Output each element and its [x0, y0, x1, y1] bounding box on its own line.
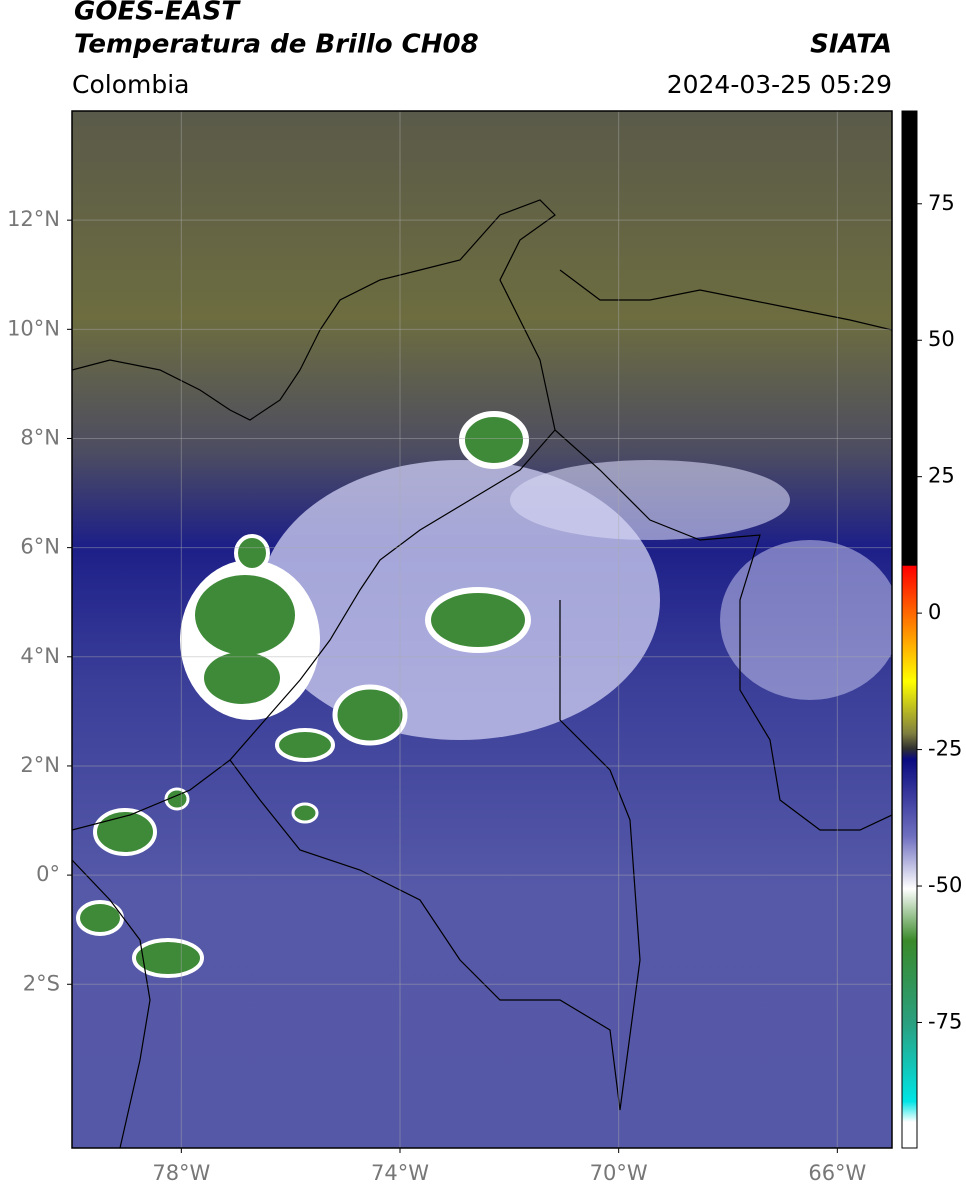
border [554, 429, 892, 831]
product-title: Temperatura de Brillo CH08 [74, 30, 479, 60]
colorbar-tick-label: 0 [928, 600, 941, 624]
y-tick-label: 12°N [7, 207, 60, 231]
cold-cloud [195, 575, 295, 655]
y-tick-label: 2°S [23, 971, 60, 995]
cold-cloud [275, 728, 335, 762]
x-tick-label: 78°W [152, 1161, 210, 1185]
y-tick-label: 8°N [20, 425, 60, 449]
colorbar [901, 110, 918, 1149]
cold-cloud [93, 808, 157, 856]
coastline [72, 199, 556, 831]
cold-cloud [332, 684, 408, 746]
coastline [559, 269, 892, 331]
x-tick-label: 70°W [590, 1161, 648, 1185]
y-tick-label: 6°N [20, 535, 60, 559]
graticule [72, 111, 892, 1148]
cloud-region [720, 540, 892, 700]
region: Colombia [72, 70, 189, 99]
colorbar-tick-label: 50 [928, 327, 955, 351]
coastline [72, 859, 151, 1148]
colorbar-tick-label: 25 [928, 464, 955, 488]
agency: SIATA [810, 30, 892, 60]
cold-cloud [76, 900, 124, 936]
border [229, 600, 641, 1111]
cloud-region [510, 460, 790, 540]
cold-cloud [204, 652, 280, 704]
y-tick-label: 4°N [20, 644, 60, 668]
satellite-image [72, 111, 892, 1148]
colorbar-tick-label: -25 [928, 737, 962, 761]
colorbar-tick-label: -75 [928, 1009, 962, 1033]
cold-cloud [132, 938, 204, 978]
x-tick-label: 74°W [371, 1161, 429, 1185]
satellite-title: GOES-EAST [74, 0, 241, 27]
map-frame [71, 110, 893, 1149]
x-tick-label: 66°W [808, 1161, 866, 1185]
cold-cloud [425, 587, 531, 653]
colorbar-tick-label: 75 [928, 191, 955, 215]
cold-cloud [234, 534, 270, 572]
y-tick-label: 0° [36, 862, 60, 886]
datetime: 2024-03-25 05:29 [667, 70, 892, 99]
cold-cloud [164, 787, 190, 811]
colorbar-tick-label: -50 [928, 873, 962, 897]
cold-cloud [459, 411, 529, 469]
y-tick-label: 10°N [7, 316, 60, 340]
cold-cloud [291, 802, 319, 824]
y-tick-label: 2°N [20, 753, 60, 777]
